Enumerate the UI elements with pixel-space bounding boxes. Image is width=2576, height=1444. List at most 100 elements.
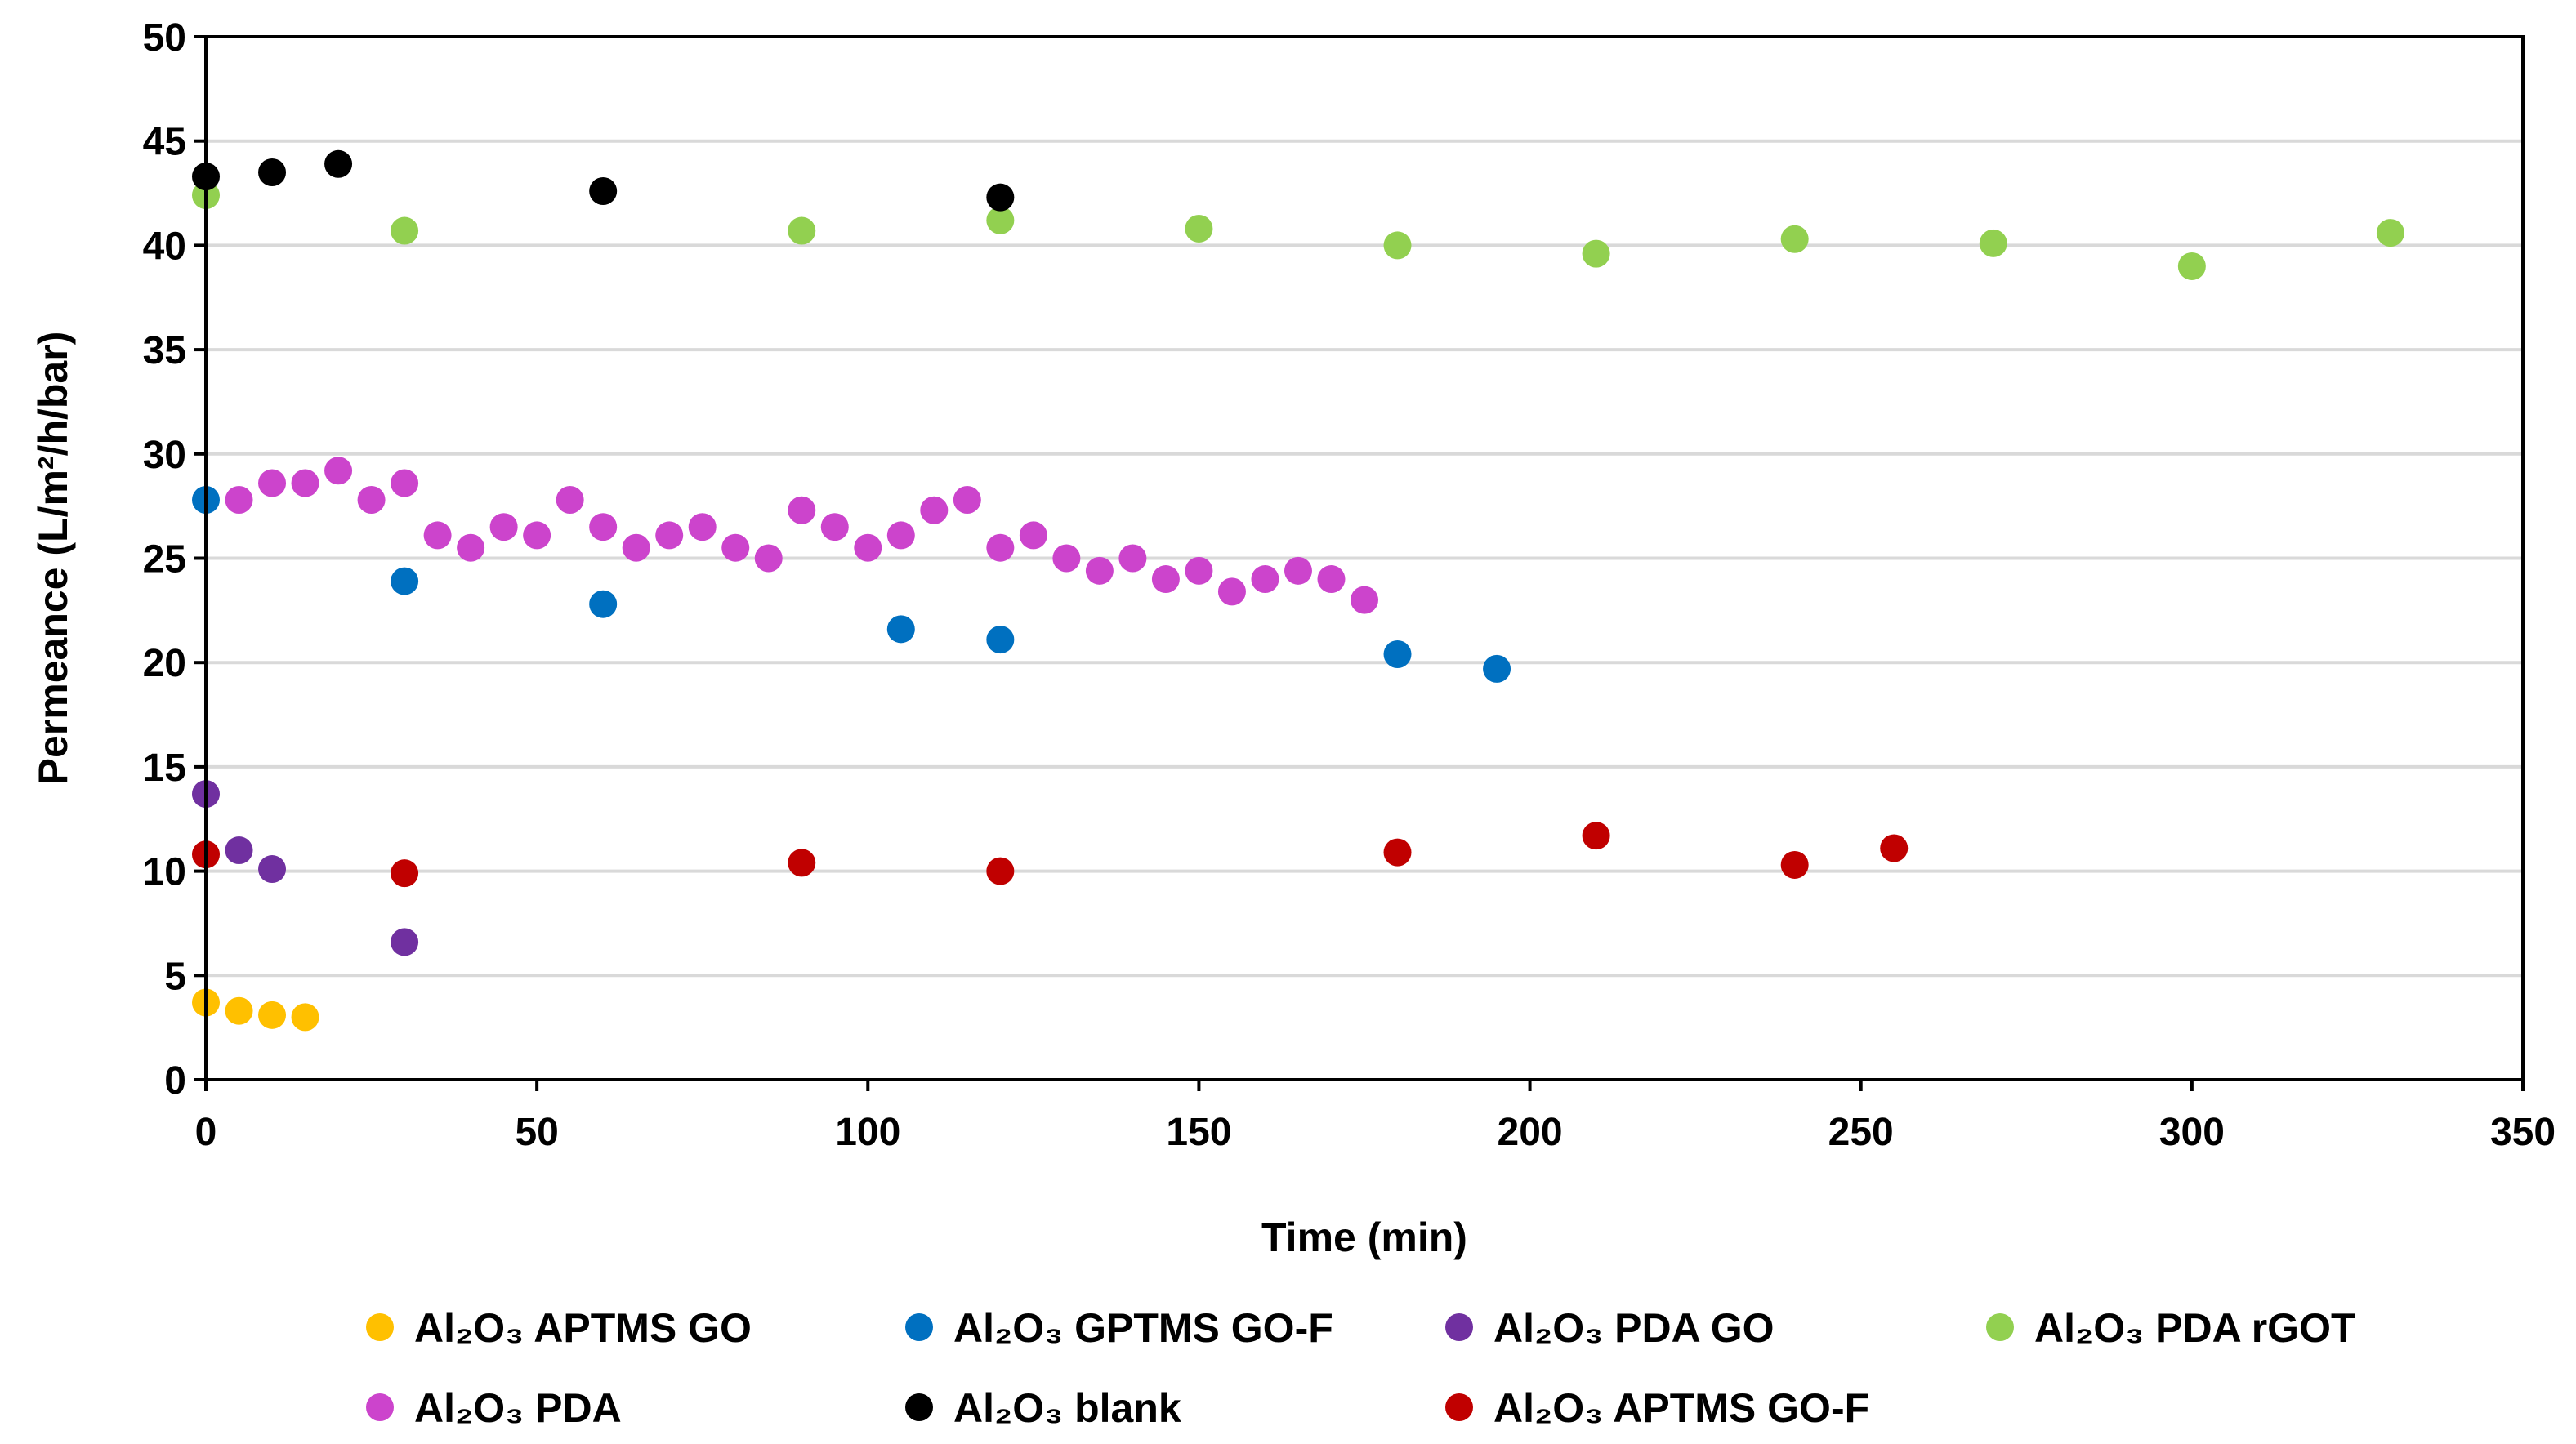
series-6 (192, 822, 1909, 888)
point-s5-3 (589, 176, 618, 205)
point-s3-7 (1780, 225, 1809, 253)
point-s4-5 (391, 469, 419, 497)
y-tick-label-35: 35 (143, 329, 186, 372)
point-s3-1 (391, 216, 419, 245)
legend-marker-2 (1445, 1313, 1473, 1341)
point-s1-2 (589, 590, 618, 618)
legend-marker-5 (905, 1393, 933, 1421)
point-s3-9 (2177, 252, 2206, 280)
x-tick-label-300: 300 (2159, 1111, 2225, 1154)
point-s5-4 (986, 183, 1015, 212)
point-s4-18 (820, 513, 849, 542)
point-s0-3 (291, 1003, 319, 1032)
point-s2-1 (225, 836, 253, 865)
y-tick-label-0: 0 (164, 1059, 186, 1103)
point-s4-0 (225, 485, 253, 514)
point-s3-6 (1582, 239, 1610, 268)
point-s5-1 (258, 158, 287, 187)
point-s4-3 (324, 457, 353, 485)
legend-marker-1 (905, 1313, 933, 1341)
point-s4-28 (1151, 565, 1180, 594)
point-s4-6 (423, 521, 452, 550)
y-tick-label-50: 50 (143, 16, 186, 60)
x-axis-title: Time (min) (1261, 1214, 1467, 1260)
legend-label-4: Al₂O₃ PDA (414, 1385, 622, 1431)
point-s6-2 (788, 849, 816, 877)
x-tick-label-250: 250 (1828, 1111, 1894, 1154)
point-s6-4 (1383, 838, 1412, 867)
point-s2-3 (391, 928, 419, 956)
point-s4-22 (953, 485, 981, 514)
y-axis-tick-labels: 0 5 10 15 20 25 30 35 40 45 50 (143, 16, 206, 1103)
point-s3-2 (788, 216, 816, 245)
point-s4-34 (1351, 586, 1378, 614)
point-s4-31 (1251, 565, 1279, 594)
legend-label-0: Al₂O₃ APTMS GO (414, 1305, 752, 1351)
x-axis-tick-labels: 0 50 100 150 200 250 300 350 (195, 1080, 2556, 1154)
point-s4-20 (886, 521, 915, 550)
point-s1-3 (886, 615, 915, 644)
series-1 (192, 485, 1511, 683)
legend-label-5: Al₂O₃ blank (953, 1385, 1181, 1431)
point-s4-23 (986, 533, 1015, 562)
y-tick-label-25: 25 (143, 538, 186, 582)
x-tick-label-150: 150 (1166, 1111, 1231, 1154)
point-s1-4 (986, 626, 1015, 654)
point-s4-12 (622, 533, 650, 562)
gridlines (206, 139, 2523, 978)
y-tick-label-45: 45 (143, 121, 186, 164)
point-s4-30 (1217, 577, 1246, 606)
legend-label-1: Al₂O₃ GPTMS GO-F (953, 1305, 1333, 1351)
point-s4-29 (1185, 556, 1213, 585)
point-s4-27 (1118, 544, 1147, 573)
y-axis-title: Permeance (L/m²/h/bar) (30, 332, 76, 786)
point-s4-9 (523, 521, 551, 550)
point-s6-6 (1780, 850, 1809, 879)
y-tick-label-20: 20 (143, 642, 186, 685)
x-tick-label-350: 350 (2490, 1111, 2556, 1154)
y-tick-label-10: 10 (143, 851, 186, 894)
point-s0-1 (225, 996, 253, 1025)
point-s4-2 (291, 469, 319, 497)
point-s6-7 (1880, 834, 1909, 862)
point-s4-14 (688, 513, 717, 542)
point-s1-1 (391, 567, 419, 595)
y-tick-label-40: 40 (143, 225, 186, 268)
legend-marker-4 (366, 1393, 394, 1421)
x-tick-label-100: 100 (835, 1111, 900, 1154)
point-s4-21 (920, 496, 949, 524)
x-tick-label-50: 50 (515, 1111, 558, 1154)
point-s4-7 (457, 533, 485, 562)
y-tick-label-15: 15 (143, 747, 186, 790)
y-tick-label-30: 30 (143, 434, 186, 477)
series-4 (225, 457, 1378, 614)
point-s4-25 (1052, 544, 1081, 573)
point-s1-5 (1383, 640, 1412, 668)
point-s6-5 (1582, 822, 1610, 850)
point-s3-4 (1185, 214, 1213, 243)
point-s6-3 (986, 857, 1015, 885)
point-s0-2 (258, 1001, 287, 1029)
point-s4-16 (754, 544, 783, 573)
point-s4-26 (1085, 556, 1114, 585)
point-s4-10 (556, 485, 584, 514)
legend-marker-0 (366, 1313, 394, 1341)
series-3 (192, 181, 2404, 280)
point-s5-2 (324, 149, 353, 178)
legend-label-6: Al₂O₃ APTMS GO-F (1493, 1385, 1869, 1431)
x-tick-label-200: 200 (1498, 1111, 1563, 1154)
series-5 (192, 149, 1015, 212)
point-s4-32 (1284, 556, 1312, 585)
point-s4-17 (788, 496, 816, 524)
point-s3-8 (1979, 229, 2007, 257)
point-s3-5 (1383, 231, 1412, 260)
series-0 (192, 988, 319, 1032)
point-s4-11 (589, 513, 618, 542)
point-s6-1 (391, 859, 419, 888)
point-s4-4 (357, 485, 386, 514)
series-2 (192, 780, 419, 956)
legend-marker-3 (1986, 1313, 2014, 1341)
point-s4-33 (1317, 565, 1346, 594)
point-s1-6 (1483, 654, 1511, 683)
